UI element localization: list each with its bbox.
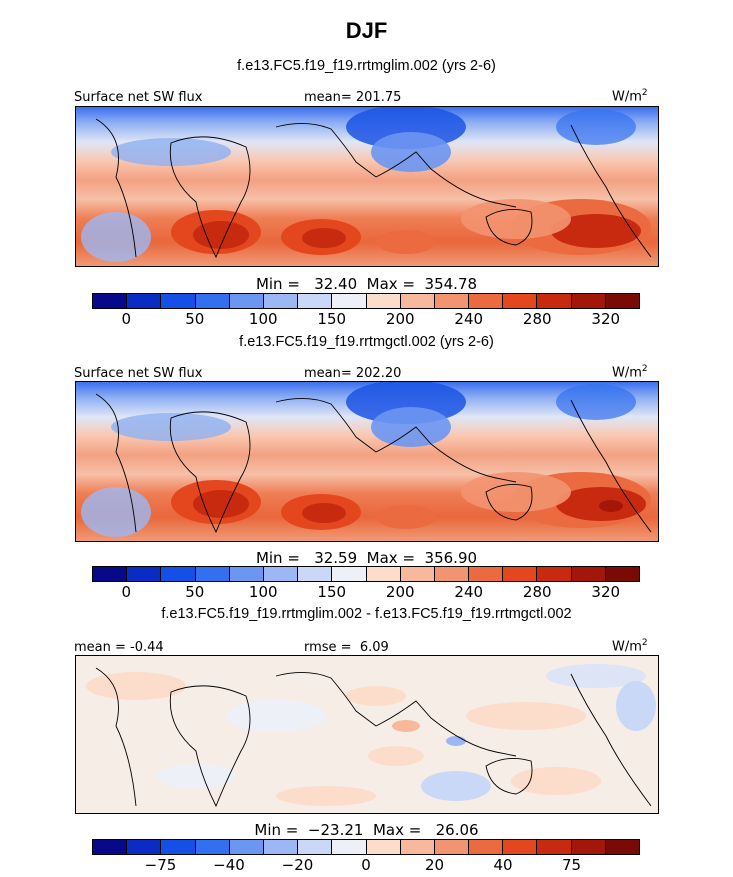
colorbar-tick-label: −75 bbox=[144, 856, 177, 874]
colorbar-swatch bbox=[434, 294, 470, 308]
colorbar-swatch bbox=[93, 567, 128, 581]
panel-1-min-max: Min = 32.40 Max = 354.78 bbox=[255, 275, 478, 293]
figure-title: DJF bbox=[345, 18, 388, 43]
colorbar-swatch bbox=[161, 567, 196, 581]
panel-2-colorbar bbox=[92, 566, 640, 582]
colorbar-swatch bbox=[298, 840, 333, 854]
panel-3-colorbar bbox=[92, 839, 640, 855]
colorbar-swatch bbox=[571, 294, 606, 308]
colorbar-swatch bbox=[503, 294, 538, 308]
colorbar-swatch bbox=[127, 840, 162, 854]
colorbar-swatch bbox=[434, 840, 470, 854]
colorbar-tick-label: 320 bbox=[591, 583, 621, 601]
panel-3-units: W/m2 bbox=[612, 638, 648, 655]
colorbar-swatch bbox=[93, 294, 128, 308]
colorbar-swatch bbox=[298, 567, 333, 581]
colorbar-tick-label: 20 bbox=[424, 856, 445, 874]
colorbar-swatch bbox=[537, 840, 572, 854]
colorbar-tick-label: 200 bbox=[385, 583, 415, 601]
panel-2-mean-label: mean= 202.20 bbox=[304, 366, 402, 381]
colorbar-swatch bbox=[366, 567, 401, 581]
panel-1-mean-label: mean= 201.75 bbox=[304, 90, 402, 105]
colorbar-swatch bbox=[263, 294, 299, 308]
colorbar-swatch bbox=[503, 840, 538, 854]
colorbar-tick-label: 75 bbox=[561, 856, 582, 874]
colorbar-swatch bbox=[127, 567, 162, 581]
colorbar-tick-label: 40 bbox=[493, 856, 513, 874]
colorbar-swatch bbox=[332, 567, 367, 581]
colorbar-swatch bbox=[469, 840, 504, 854]
panel-3-mean-label: mean = -0.44 bbox=[74, 640, 164, 655]
panel-2-title: f.e13.FC5.f19_f19.rrtmgctl.002 (yrs 2-6) bbox=[239, 334, 494, 350]
colorbar-swatch bbox=[195, 294, 230, 308]
colorbar-swatch bbox=[469, 294, 504, 308]
colorbar-tick-label: 0 bbox=[121, 583, 132, 601]
panel-3-rmse-label: rmse = 6.09 bbox=[304, 640, 389, 655]
panel-1-variable-label: Surface net SW flux bbox=[74, 90, 203, 105]
colorbar-swatch bbox=[229, 294, 264, 308]
colorbar-swatch bbox=[298, 294, 333, 308]
panel-1-units: W/m2 bbox=[612, 88, 648, 105]
panel-1-colorbar-ticks: 0 50 100 150 200 240 280 320 bbox=[92, 310, 640, 330]
colorbar-swatch bbox=[263, 840, 299, 854]
panel-2-units: W/m2 bbox=[612, 364, 648, 381]
colorbar-tick-label: 320 bbox=[591, 310, 621, 328]
panel-2-min-max: Min = 32.59 Max = 356.90 bbox=[255, 549, 478, 567]
panel-1-title: f.e13.FC5.f19_f19.rrtmglim.002 (yrs 2-6) bbox=[237, 58, 496, 74]
colorbar-tick-label: 200 bbox=[385, 310, 415, 328]
panel-2-map bbox=[75, 381, 659, 542]
colorbar-tick-label: 50 bbox=[185, 310, 205, 328]
colorbar-swatch bbox=[229, 840, 264, 854]
colorbar-swatch bbox=[605, 567, 639, 581]
colorbar-swatch bbox=[400, 840, 435, 854]
colorbar-tick-label: 100 bbox=[248, 583, 278, 601]
colorbar-swatch bbox=[537, 294, 572, 308]
colorbar-swatch bbox=[263, 567, 299, 581]
panel-1-colorbar bbox=[92, 293, 640, 309]
colorbar-swatch bbox=[127, 294, 162, 308]
colorbar-swatch bbox=[605, 294, 639, 308]
colorbar-swatch bbox=[161, 840, 196, 854]
colorbar-swatch bbox=[195, 567, 230, 581]
colorbar-swatch bbox=[93, 840, 128, 854]
colorbar-swatch bbox=[503, 567, 538, 581]
colorbar-tick-label: 280 bbox=[522, 583, 552, 601]
colorbar-swatch bbox=[366, 294, 401, 308]
colorbar-swatch bbox=[400, 567, 435, 581]
colorbar-swatch bbox=[605, 840, 639, 854]
panel-3-title: f.e13.FC5.f19_f19.rrtmglim.002 - f.e13.F… bbox=[161, 606, 572, 622]
colorbar-tick-label: 240 bbox=[454, 310, 484, 328]
colorbar-tick-label: 240 bbox=[454, 583, 484, 601]
colorbar-swatch bbox=[571, 840, 606, 854]
colorbar-swatch bbox=[195, 840, 230, 854]
colorbar-tick-label: 150 bbox=[317, 583, 347, 601]
panel-3-map bbox=[75, 655, 659, 814]
colorbar-tick-label: 0 bbox=[121, 310, 132, 328]
colorbar-tick-label: 150 bbox=[317, 310, 347, 328]
panel-2-colorbar-ticks: 0 50 100 150 200 240 280 320 bbox=[92, 583, 640, 603]
colorbar-swatch bbox=[161, 294, 196, 308]
colorbar-swatch bbox=[537, 567, 572, 581]
colorbar-swatch bbox=[332, 294, 367, 308]
colorbar-swatch bbox=[571, 567, 606, 581]
colorbar-tick-label: 50 bbox=[185, 583, 205, 601]
colorbar-tick-label: −40 bbox=[213, 856, 245, 874]
colorbar-swatch bbox=[400, 294, 435, 308]
colorbar-tick-label: 0 bbox=[361, 856, 371, 874]
colorbar-swatch bbox=[469, 567, 504, 581]
colorbar-tick-label: −20 bbox=[281, 856, 314, 874]
colorbar-swatch bbox=[434, 567, 470, 581]
panel-3-min-max: Min = −23.21 Max = 26.06 bbox=[254, 821, 479, 839]
panel-1-map bbox=[75, 106, 659, 267]
panel-3-colorbar-ticks: −75 −40 −20 0 20 40 75 bbox=[92, 856, 640, 876]
panel-2-variable-label: Surface net SW flux bbox=[74, 366, 203, 381]
colorbar-tick-label: 100 bbox=[248, 310, 278, 328]
colorbar-swatch bbox=[366, 840, 401, 854]
colorbar-swatch bbox=[332, 840, 367, 854]
colorbar-swatch bbox=[229, 567, 264, 581]
colorbar-tick-label: 280 bbox=[522, 310, 552, 328]
